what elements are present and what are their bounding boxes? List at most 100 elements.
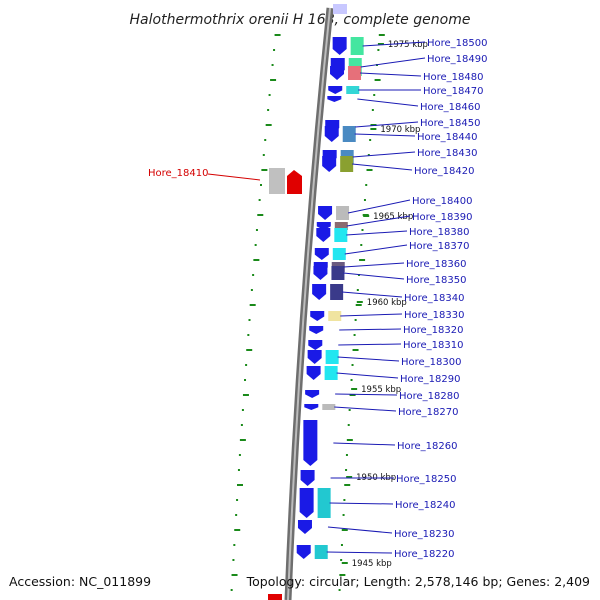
outer-scale-tick	[248, 319, 251, 321]
gene-leader-line	[343, 272, 405, 280]
gene-label[interactable]: Hore_18460	[420, 102, 481, 113]
gene-label[interactable]: Hore_18430	[417, 148, 478, 159]
cds-arrow	[318, 206, 333, 220]
outer-scale-tick	[230, 589, 233, 591]
gene-label[interactable]: Hore_18500	[427, 38, 488, 49]
outer-scale-tick	[261, 169, 268, 171]
outer-scale-tick	[237, 469, 240, 471]
outer-scale-tick	[255, 229, 258, 231]
gene-label[interactable]: Hore_18320	[403, 325, 464, 336]
cds-arrow	[308, 340, 323, 350]
gene-label[interactable]: Hore_18390	[412, 212, 473, 223]
outer-scale-tick	[245, 364, 248, 366]
inner-scale-tick	[359, 259, 366, 261]
inner-scale-tick	[371, 109, 374, 111]
outer-scale-tick	[232, 559, 235, 561]
scale-label: 1960 kbp	[367, 298, 407, 308]
gene-label[interactable]: Hore_18310	[403, 340, 464, 351]
gene-leader-line	[343, 262, 405, 268]
cog-box	[331, 266, 345, 280]
highlight-gene-leader	[207, 173, 261, 181]
cds-arrow	[300, 470, 315, 486]
gene-label[interactable]: Hore_18350	[406, 275, 467, 286]
inner-scale-tick	[340, 544, 343, 546]
accession-text: Accession: NC_011899	[9, 574, 151, 589]
gene-label[interactable]: Hore_18440	[417, 132, 478, 143]
outer-scale-tick	[264, 139, 267, 141]
gene-label[interactable]: Hore_18330	[404, 310, 465, 321]
inner-scale-tick	[365, 184, 368, 186]
gene-label[interactable]: Hore_18270	[398, 407, 459, 418]
outer-scale-tick	[231, 574, 238, 576]
gene-labels: Hore_18500 Hore_18490 Hore_18480 Hore_18470…	[394, 38, 488, 560]
cds-arrow	[313, 266, 328, 280]
outer-scale-tick	[257, 214, 264, 216]
cds-arrow	[310, 311, 325, 321]
gene-leader-line	[329, 502, 394, 505]
inner-scale-tick	[351, 364, 354, 366]
gene-label[interactable]: Hore_18290	[400, 374, 461, 385]
gene-leader-line	[352, 151, 416, 158]
cds-top-partial	[333, 4, 347, 14]
gene-label[interactable]: Hore_18280	[399, 391, 460, 402]
inner-scale-tick	[349, 394, 356, 396]
gene-label[interactable]: Hore_18220	[394, 549, 455, 560]
inner-scale-tick	[345, 454, 348, 456]
cog-box	[317, 488, 331, 518]
scale-major-tick	[356, 301, 363, 303]
genome-backbone-highlight	[287, 7, 331, 600]
gene-leader-line	[342, 291, 403, 298]
cds-arrow	[306, 366, 321, 380]
scale-major-tick	[370, 128, 377, 130]
cog-track	[314, 37, 364, 559]
cds-bottom-partial	[268, 594, 282, 600]
outer-scale-track	[230, 34, 281, 591]
scale-label-group: 1975 kbp 1970 kbp 1965 kbp 1960 kbp 1955 kbp…	[341, 40, 428, 569]
inner-scale-tick	[352, 349, 359, 351]
cog-box	[322, 404, 336, 410]
inner-scale-tick	[348, 409, 351, 411]
outer-scale-tick	[247, 334, 250, 336]
gene-leader-line	[347, 199, 411, 214]
gene-label[interactable]: Hore_18370	[409, 241, 470, 252]
gene-label[interactable]: Hore_18450	[420, 118, 481, 129]
inner-scale-tick	[361, 229, 364, 231]
outer-scale-tick	[271, 64, 274, 66]
gene-label[interactable]: Hore_18490	[427, 54, 488, 65]
gene-leader-line	[352, 163, 413, 171]
gene-leader-line	[346, 215, 411, 227]
gene-label[interactable]: Hore_18230	[394, 529, 455, 540]
cog-box	[334, 222, 348, 230]
cds-arrow	[309, 326, 324, 334]
inner-scale-tick	[360, 244, 363, 246]
gene-label[interactable]: Hore_18340	[404, 293, 465, 304]
outer-scale-tick	[262, 154, 265, 156]
outer-scale-tick	[236, 499, 239, 501]
cog-box	[336, 206, 350, 220]
gene-leader-line	[339, 328, 402, 331]
gene-label[interactable]: Hore_18300	[401, 357, 462, 368]
inner-scale-tick	[363, 199, 366, 201]
gene-label[interactable]: Hore_18250	[396, 474, 457, 485]
gene-label[interactable]: Hore_18380	[409, 227, 470, 238]
gene-leader-line	[340, 313, 403, 317]
outer-scale-tick	[274, 34, 281, 36]
cds-arrow	[303, 420, 318, 466]
genome-summary-text: Topology: circular; Length: 2,578,146 bp…	[246, 574, 590, 589]
gene-leader-line	[335, 393, 398, 396]
gene-label[interactable]: Hore_18420	[414, 166, 475, 177]
cds-arrow	[332, 37, 347, 55]
gene-label[interactable]: Hore_18240	[395, 500, 456, 511]
gene-label[interactable]: Hore_18260	[397, 441, 458, 452]
scale-label: 1975 kbp	[388, 40, 428, 50]
gene-label[interactable]: Hore_18470	[423, 86, 484, 97]
highlight-gene-label[interactable]: Hore_18410	[148, 168, 209, 179]
gene-label[interactable]: Hore_18400	[412, 196, 473, 207]
scale-label: 1965 kbp	[373, 212, 413, 222]
inner-scale-tick	[343, 499, 346, 501]
inner-scale-tick	[356, 289, 359, 291]
gene-label[interactable]: Hore_18480	[423, 72, 484, 83]
inner-scale-tick	[345, 469, 348, 471]
gene-label[interactable]: Hore_18360	[406, 259, 467, 270]
